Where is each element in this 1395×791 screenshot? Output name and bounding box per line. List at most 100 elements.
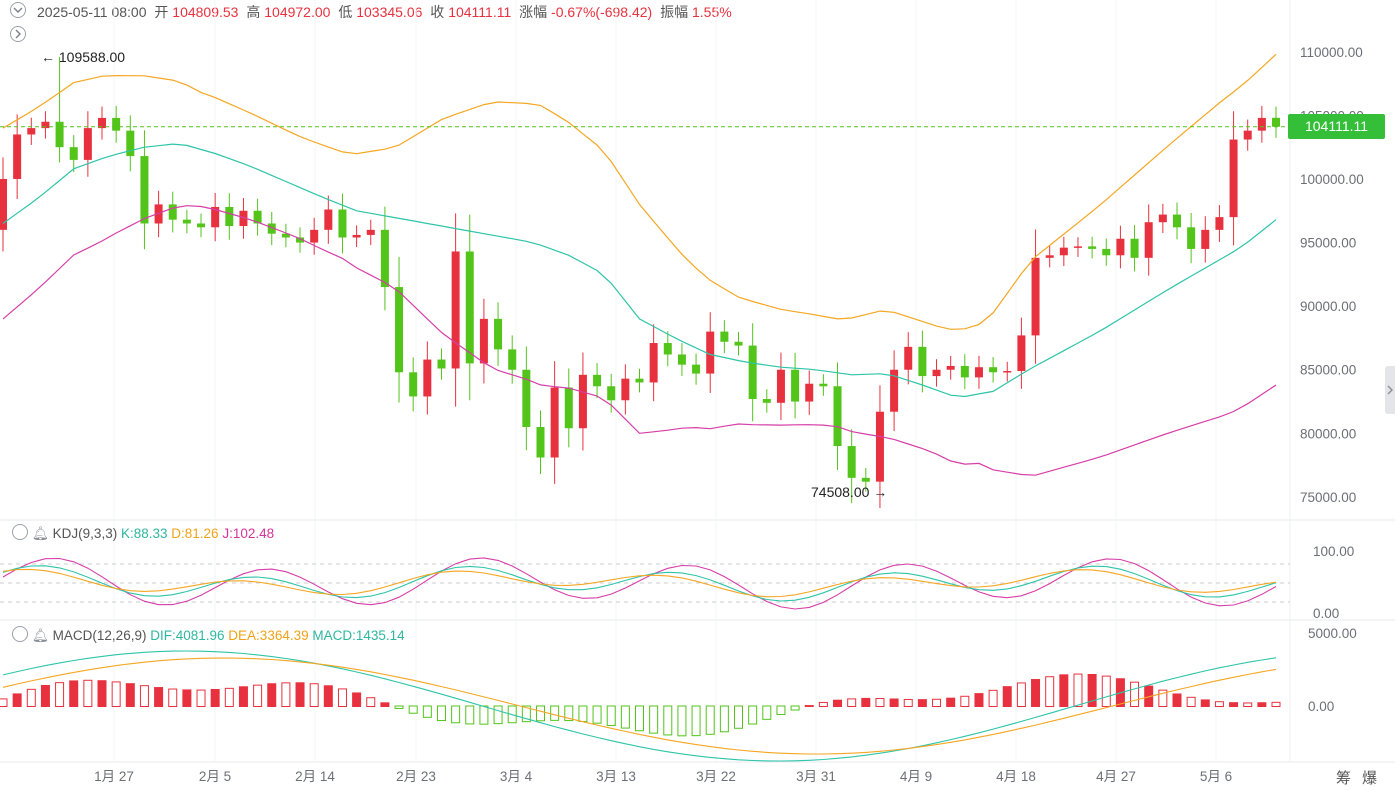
boll-middle-band xyxy=(2,143,1277,398)
expand-toggle-icon[interactable] xyxy=(10,26,26,42)
min-price-annotation: 74508.00 → xyxy=(811,484,888,500)
candle-body xyxy=(748,345,757,399)
candle-body xyxy=(734,341,743,346)
candle-body xyxy=(225,206,234,227)
bell-icon[interactable]: 🔔︎ xyxy=(31,526,49,541)
kdj-j-value: J:102.48 xyxy=(222,526,275,541)
boll-upper-band xyxy=(2,53,1277,330)
macd-histogram-bar xyxy=(833,699,843,707)
liquidation-button[interactable]: 爆 xyxy=(1362,770,1378,787)
x-axis-tick-label: 3月 22 xyxy=(696,769,736,784)
y-axis-tick-label: 85000.00 xyxy=(1300,363,1356,378)
candle-body xyxy=(126,130,135,157)
bell-icon[interactable]: 🔔︎ xyxy=(31,628,49,643)
candle-body xyxy=(890,369,899,412)
macd-histogram-bar xyxy=(535,705,545,722)
x-axis-tick-label: 4月 18 xyxy=(996,769,1036,784)
candle-body xyxy=(366,229,375,235)
candle-body xyxy=(437,359,446,369)
candle-body xyxy=(960,365,969,378)
macd-histogram-bar xyxy=(337,688,347,707)
macd-histogram-bar xyxy=(182,689,192,707)
x-axis-tick-label: 3月 31 xyxy=(796,769,836,784)
candle-body xyxy=(296,237,305,243)
candle-body xyxy=(479,318,488,364)
candle-body xyxy=(1102,248,1111,256)
macd-histogram-bar xyxy=(196,689,206,708)
macd-histogram-bar xyxy=(635,705,644,732)
macd-label: MACD(12,26,9) xyxy=(52,628,147,643)
kdj-k-line xyxy=(2,565,1277,602)
macd-histogram-bar xyxy=(1257,702,1267,707)
candle-body xyxy=(69,147,78,160)
chevron-down-icon[interactable] xyxy=(12,524,28,540)
candle-body xyxy=(649,343,658,383)
macd-histogram-bar xyxy=(210,688,220,708)
macd-histogram-bar xyxy=(1073,673,1083,707)
candle-body xyxy=(27,128,36,135)
candle-body xyxy=(508,349,517,370)
candle-body xyxy=(720,331,729,342)
macd-histogram-bar xyxy=(776,705,786,716)
candle-body xyxy=(352,234,361,238)
kdj-d-value: D:81.26 xyxy=(171,526,219,541)
macd-histogram-bar xyxy=(818,701,828,707)
macd-histogram-bar xyxy=(1271,701,1281,708)
x-axis-tick-label: 2月 14 xyxy=(295,769,335,784)
candle-body xyxy=(847,446,856,478)
candle-body xyxy=(1017,335,1026,372)
kdj-label: KDJ(9,3,3) xyxy=(52,526,118,541)
ohlc-info: 2025-05-11 08:00 开 104809.53 高 104972.00… xyxy=(37,4,732,20)
candle-body xyxy=(395,287,404,373)
candle-body xyxy=(989,367,998,373)
side-panel-handle[interactable] xyxy=(1385,366,1395,414)
candle-body xyxy=(1243,130,1252,140)
candle-body xyxy=(635,378,644,383)
macd-histogram-bar xyxy=(691,705,701,737)
chip-button[interactable]: 筹 xyxy=(1336,770,1352,787)
macd-histogram-bar xyxy=(1186,696,1196,708)
x-axis-tick-label: 2月 23 xyxy=(396,769,436,784)
high-value: 104972.00 xyxy=(264,4,331,20)
macd-dif-value: DIF:4081.96 xyxy=(150,628,225,643)
macd-histogram-bar xyxy=(380,702,390,708)
macd-histogram-bar xyxy=(734,705,744,729)
candle-body xyxy=(1088,246,1097,249)
chevron-down-icon xyxy=(13,7,23,13)
macd-histogram-bar xyxy=(946,697,956,708)
candle-body xyxy=(776,369,785,403)
macd-dif-line xyxy=(2,650,1277,762)
kdj-header: 🔔︎ KDJ(9,3,3) K:88.33 D:81.26 J:102.48 xyxy=(12,524,274,542)
chevron-right-icon xyxy=(15,29,21,39)
x-axis-tick-label: 4月 27 xyxy=(1096,769,1136,784)
candle-body xyxy=(0,178,7,230)
candle-body xyxy=(564,387,573,429)
macd-histogram-bar xyxy=(932,698,942,707)
macd-header: 🔔︎ MACD(12,26,9) DIF:4081.96 DEA:3364.39… xyxy=(12,626,405,644)
macd-histogram-bar xyxy=(493,705,503,725)
x-axis-tick-label: 2月 5 xyxy=(199,769,231,784)
macd-histogram-bar xyxy=(550,705,560,721)
macd-histogram-bar xyxy=(1059,674,1069,708)
candle-body xyxy=(1172,214,1181,228)
x-axis-tick-label: 5月 6 xyxy=(1200,769,1232,784)
x-axis-tick-label: 3月 4 xyxy=(500,769,533,784)
macd-histogram-bar xyxy=(267,683,277,707)
collapse-toggle-icon[interactable] xyxy=(10,2,26,18)
candle-body xyxy=(875,411,884,482)
candle-body xyxy=(550,387,559,458)
candle-body xyxy=(267,223,276,234)
macd-histogram-bar xyxy=(12,693,22,707)
candle-body xyxy=(409,372,418,397)
candle-body xyxy=(1073,246,1082,248)
y-axis-tick-label: 90000.00 xyxy=(1300,299,1356,314)
chevron-down-icon[interactable] xyxy=(12,626,28,642)
kdj-axis-label: 0.00 xyxy=(1313,606,1339,621)
y-axis-tick-label: 75000.00 xyxy=(1300,490,1356,505)
candle-body xyxy=(1215,217,1224,230)
macd-histogram-bar xyxy=(521,705,531,723)
candle-body xyxy=(239,210,248,227)
candle-body xyxy=(281,233,290,238)
candle-body xyxy=(380,229,389,288)
